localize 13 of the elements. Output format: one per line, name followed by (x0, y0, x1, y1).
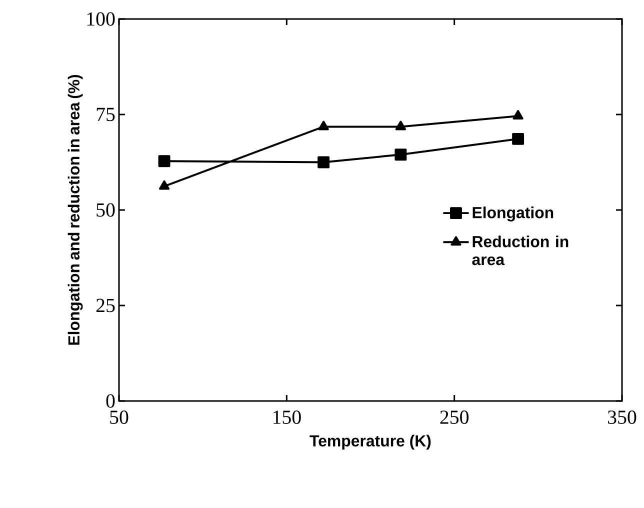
x-tick-label: 150 (273, 410, 301, 424)
x-axis-title: Temperature (K) (310, 434, 431, 450)
legend-label: Reduction in area (472, 236, 568, 266)
y-tick-label: 50 (96, 203, 115, 217)
y-tick-label: 100 (87, 12, 115, 26)
x-tick-label: 350 (608, 410, 636, 424)
x-tick-label: 50 (110, 410, 128, 424)
y-axis-title: Elongation and reduction in area (%) (68, 74, 83, 345)
y-tick-label: 25 (96, 298, 115, 312)
x-tick-label: 250 (440, 410, 469, 424)
y-tick-label: 75 (96, 108, 115, 122)
legend-label: Elongation (472, 206, 554, 222)
y-tick-label: 0 (106, 394, 115, 408)
